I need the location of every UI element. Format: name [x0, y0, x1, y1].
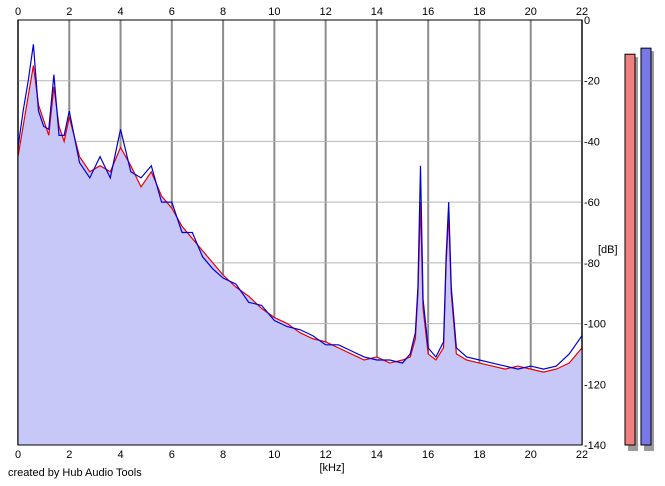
y-axis-label: [dB] — [598, 244, 618, 256]
x-tick-label-bottom: 6 — [169, 449, 175, 461]
x-tick-label-bottom: 8 — [220, 449, 226, 461]
x-axis-label: [kHz] — [319, 462, 344, 474]
x-tick-label-bottom: 4 — [117, 449, 123, 461]
series-lines — [17, 44, 583, 373]
x-tick-label-top: 10 — [268, 6, 280, 18]
x-tick-label-top: 8 — [220, 6, 226, 18]
x-tick-labels-bottom: 0 2 4 6 8 10 12 14 16 18 20 22 — [15, 449, 588, 461]
series-line-2 — [17, 44, 583, 370]
x-tick-label-bottom: 20 — [525, 449, 537, 461]
x-tick-label-bottom: 0 — [15, 449, 21, 461]
y-tick-label: -100 — [584, 319, 606, 331]
x-tick-label-bottom: 16 — [422, 449, 434, 461]
x-tick-label-top: 22 — [576, 6, 588, 18]
x-tick-label-bottom: 22 — [576, 449, 588, 461]
level-meters — [624, 47, 654, 452]
x-tick-labels-top: 0 2 4 6 8 10 12 14 16 18 20 22 — [15, 6, 588, 18]
y-tick-labels: 0 -20 -40 -60 -80 -100 -120 -140 — [584, 15, 606, 452]
level-meter-bar — [640, 47, 652, 446]
x-tick-label-top: 12 — [320, 6, 332, 18]
x-tick-label-bottom: 18 — [473, 449, 485, 461]
x-tick-label-top: 20 — [525, 6, 537, 18]
y-tick-label: -140 — [584, 440, 606, 452]
level-meter-bar — [624, 53, 636, 446]
x-tick-label-bottom: 14 — [371, 449, 383, 461]
x-tick-label-top: 16 — [422, 6, 434, 18]
y-tick-label: -40 — [584, 136, 600, 148]
y-tick-label: 0 — [584, 15, 590, 27]
x-tick-label-bottom: 12 — [320, 449, 332, 461]
credit-text: created by Hub Audio Tools — [8, 467, 142, 479]
y-tick-label: -80 — [584, 258, 600, 270]
x-tick-label-bottom: 10 — [268, 449, 280, 461]
x-tick-label-top: 2 — [66, 6, 72, 18]
y-tick-label: -120 — [584, 379, 606, 391]
x-tick-label-top: 4 — [117, 6, 123, 18]
spectrum-fill-area — [18, 65, 582, 446]
x-tick-label-top: 18 — [473, 6, 485, 18]
y-tick-label: -60 — [584, 197, 600, 209]
y-tick-label: -20 — [584, 76, 600, 88]
x-tick-label-top: 6 — [169, 6, 175, 18]
x-tick-label-top: 14 — [371, 6, 383, 18]
x-tick-label-bottom: 2 — [66, 449, 72, 461]
plot-frame — [17, 19, 583, 446]
x-tick-label-top: 0 — [15, 6, 21, 18]
